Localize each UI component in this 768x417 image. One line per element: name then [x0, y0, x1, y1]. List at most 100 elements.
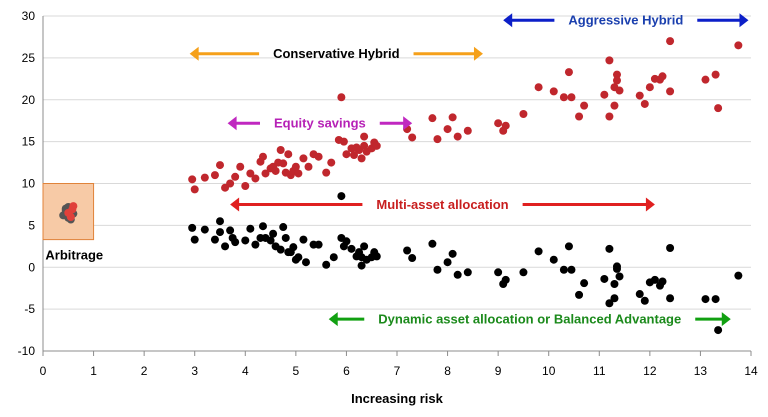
annotation-label: Equity savings [274, 116, 366, 131]
data-point [304, 162, 313, 171]
data-point [279, 159, 288, 168]
data-point [499, 126, 508, 135]
data-point [701, 75, 710, 84]
data-point [580, 101, 589, 110]
data-point [299, 235, 308, 244]
data-point [615, 272, 624, 281]
data-point [600, 90, 609, 99]
data-point [534, 247, 543, 256]
data-point [216, 217, 224, 226]
data-point [714, 326, 723, 335]
y-tick-labels: -10 -5 0 5 10 15 20 25 30 [18, 9, 36, 358]
data-point [615, 86, 624, 95]
data-point [337, 192, 346, 201]
data-point [549, 255, 558, 264]
data-point [610, 294, 619, 303]
data-point [246, 169, 255, 178]
data-point [276, 146, 285, 154]
data-point [567, 265, 576, 274]
x-tick-label: 11 [593, 364, 606, 378]
data-point [200, 225, 209, 234]
data-point [650, 275, 659, 284]
data-point [188, 175, 197, 184]
data-point [236, 162, 245, 171]
data-point [666, 87, 675, 96]
data-point [216, 161, 224, 170]
annotation-label: Multi-asset allocation [376, 197, 508, 212]
data-point [231, 238, 240, 247]
x-tick-label: 5 [293, 364, 300, 378]
data-point [329, 253, 338, 262]
arrowhead-icon [230, 197, 240, 212]
annotation-label: Conservative Hybrid [273, 46, 399, 61]
data-point [210, 171, 219, 180]
data-point [299, 154, 308, 163]
data-point [711, 295, 720, 304]
data-point [279, 223, 288, 232]
data-point [494, 119, 503, 128]
y-tick-label: 20 [22, 93, 36, 107]
x-tick-label: 14 [744, 364, 758, 378]
data-point [575, 112, 584, 121]
data-point [357, 154, 366, 163]
data-point [443, 125, 452, 134]
y-tick-label: 15 [22, 135, 36, 149]
data-point [666, 294, 675, 303]
data-point [463, 268, 472, 277]
data-point [453, 270, 462, 279]
x-tick-label: 1 [90, 364, 97, 378]
data-point [605, 244, 614, 253]
data-point [347, 244, 356, 253]
x-tick-label: 0 [40, 364, 47, 378]
arrowhead-icon [645, 197, 655, 212]
data-point [241, 182, 250, 191]
annotations: Arbitrage Conservative Hybrid Aggressive H… [45, 13, 749, 327]
arrowhead-icon [739, 13, 749, 28]
y-tick-label: 25 [22, 51, 36, 65]
data-point [605, 299, 614, 308]
data-point [559, 93, 568, 102]
data-point [258, 222, 267, 231]
data-point [221, 242, 230, 251]
data-point [443, 258, 452, 267]
data-point [645, 83, 654, 92]
data-point [314, 240, 323, 249]
data-point [327, 158, 336, 167]
data-point [734, 41, 743, 50]
data-point [251, 240, 260, 249]
x-tick-label: 8 [444, 364, 451, 378]
data-point [519, 268, 528, 277]
x-tick-label: 4 [242, 364, 249, 378]
x-tick-labels: 0 1 2 3 4 5 6 7 8 9 10 11 12 13 14 [40, 364, 758, 378]
data-points [59, 37, 743, 335]
data-point [635, 91, 644, 100]
data-point [266, 236, 275, 245]
data-point [284, 150, 293, 159]
data-point [294, 169, 303, 178]
data-point [428, 239, 437, 248]
data-point [190, 185, 199, 194]
arbitrage-label: Arbitrage [45, 248, 103, 263]
y-tick-label: 30 [22, 9, 36, 23]
data-point [564, 68, 573, 77]
data-point [357, 261, 366, 270]
data-point [600, 274, 609, 283]
data-point [501, 275, 510, 284]
x-tick-label: 13 [694, 364, 708, 378]
data-point [534, 83, 543, 92]
data-point [241, 236, 250, 245]
data-point [463, 126, 472, 135]
arrowhead-icon [328, 312, 338, 327]
arrowhead-icon [503, 13, 513, 28]
data-point [188, 223, 197, 232]
data-point [360, 132, 369, 141]
data-point [564, 242, 573, 251]
data-point [276, 245, 285, 254]
data-point [226, 226, 235, 235]
data-point [658, 277, 667, 286]
data-point [216, 228, 224, 237]
data-point [494, 268, 503, 277]
data-point [251, 174, 260, 183]
arrowhead-icon [403, 116, 413, 131]
data-point [711, 70, 720, 79]
